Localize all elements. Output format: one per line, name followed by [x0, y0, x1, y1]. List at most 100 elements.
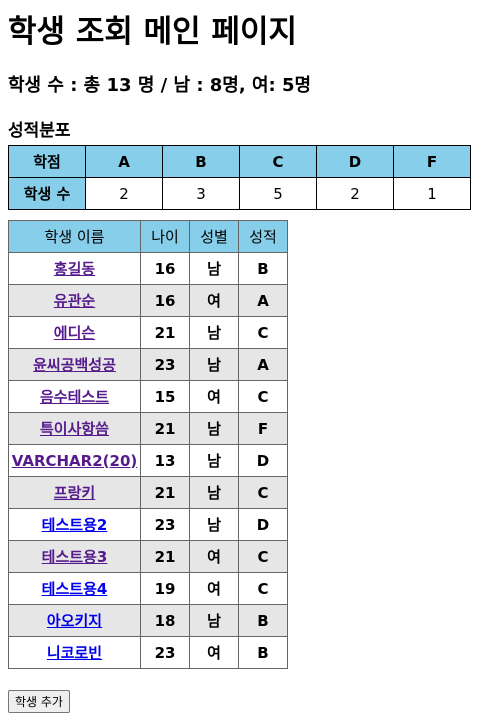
- student-name-cell: 테스트용2: [8, 508, 141, 541]
- page-title: 학생 조회 메인 페이지: [8, 14, 298, 50]
- student-table-body: 홍길동 16 남 B 유관순 16 여 A 에디슨 21 남 C 윤씨공백성공 23 남 A 음수테스트 15 여 C…: [8, 252, 288, 669]
- student-gender-cell: 여: [189, 636, 239, 669]
- student-gender-cell: 여: [189, 572, 239, 605]
- grade-header-row: 학점 A B C D F: [8, 145, 471, 178]
- student-gender-cell: 남: [189, 252, 239, 285]
- student-gender-cell: 남: [189, 444, 239, 477]
- student-name-cell: 윤씨공백성공: [8, 348, 141, 381]
- student-gender-cell: 남: [189, 476, 239, 509]
- student-gender-cell: 남: [189, 412, 239, 445]
- student-name-link[interactable]: 윤씨공백성공: [33, 356, 116, 374]
- student-grade-cell: A: [238, 348, 288, 381]
- grade-count-b: 3: [162, 177, 240, 210]
- student-age-cell: 18: [140, 604, 190, 637]
- student-grade-cell: C: [238, 572, 288, 605]
- table-row: 유관순 16 여 A: [8, 284, 288, 317]
- grade-distribution-title: 성적분포: [8, 121, 71, 141]
- student-name-cell: 음수테스트: [8, 380, 141, 413]
- student-name-cell: 아오키지: [8, 604, 141, 637]
- student-name-cell: 니코로빈: [8, 636, 141, 669]
- student-name-link[interactable]: 테스트용2: [41, 516, 108, 534]
- grade-count-label: 학생 수: [8, 177, 86, 210]
- student-name-link[interactable]: 유관순: [53, 292, 96, 310]
- grade-header-b: B: [162, 145, 240, 178]
- student-age-cell: 16: [140, 252, 190, 285]
- student-name-link[interactable]: 테스트용4: [41, 580, 108, 598]
- student-name-link[interactable]: 프랑키: [53, 484, 96, 502]
- table-row: 프랑키 21 남 C: [8, 476, 288, 509]
- table-row: 니코로빈 23 여 B: [8, 636, 288, 669]
- student-age-cell: 21: [140, 540, 190, 573]
- grade-header-f: F: [393, 145, 471, 178]
- student-gender-cell: 남: [189, 348, 239, 381]
- grade-count-c: 5: [239, 177, 317, 210]
- student-name-link[interactable]: 니코로빈: [46, 644, 103, 662]
- student-name-cell: 프랑키: [8, 476, 141, 509]
- student-grade-cell: C: [238, 476, 288, 509]
- student-grade-cell: B: [238, 604, 288, 637]
- grade-header-label: 학점: [8, 145, 86, 178]
- table-row: 아오키지 18 남 B: [8, 604, 288, 637]
- student-name-link[interactable]: 홍길동: [53, 260, 96, 278]
- student-gender-cell: 남: [189, 508, 239, 541]
- student-name-cell: 에디슨: [8, 316, 141, 349]
- grade-count-f: 1: [393, 177, 471, 210]
- student-name-link[interactable]: 에디슨: [53, 324, 96, 342]
- grade-header-c: C: [239, 145, 317, 178]
- student-gender-cell: 여: [189, 380, 239, 413]
- student-grade-cell: A: [238, 284, 288, 317]
- student-name-link[interactable]: 음수테스트: [39, 388, 109, 406]
- grade-count-a: 2: [85, 177, 163, 210]
- student-name-link[interactable]: 특이사항씀: [39, 420, 109, 438]
- student-name-link[interactable]: VARCHAR2(20): [11, 451, 138, 470]
- student-age-cell: 16: [140, 284, 190, 317]
- student-table: 학생 이름 나이 성별 성적 홍길동 16 남 B 유관순 16 여 A 에디슨 21 남 C 윤씨공백…: [8, 220, 288, 669]
- table-row: 홍길동 16 남 B: [8, 252, 288, 285]
- student-grade-cell: C: [238, 540, 288, 573]
- table-row: 에디슨 21 남 C: [8, 316, 288, 349]
- table-row: 테스트용2 23 남 D: [8, 508, 288, 541]
- grade-header-a: A: [85, 145, 163, 178]
- student-grade-cell: D: [238, 508, 288, 541]
- student-name-link[interactable]: 아오키지: [46, 612, 103, 630]
- student-name-cell: 특이사항씀: [8, 412, 141, 445]
- student-age-cell: 21: [140, 412, 190, 445]
- student-name-link[interactable]: 테스트용3: [41, 548, 108, 566]
- student-name-cell: 홍길동: [8, 252, 141, 285]
- student-age-cell: 13: [140, 444, 190, 477]
- table-row: 테스트용3 21 여 C: [8, 540, 288, 573]
- column-header-age: 나이: [140, 220, 190, 253]
- grade-distribution-table: 학점 A B C D F 학생 수 2 3 5 2 1: [8, 145, 471, 210]
- student-age-cell: 21: [140, 476, 190, 509]
- student-age-cell: 21: [140, 316, 190, 349]
- student-gender-cell: 남: [189, 316, 239, 349]
- table-row: VARCHAR2(20) 13 남 D: [8, 444, 288, 477]
- table-row: 음수테스트 15 여 C: [8, 380, 288, 413]
- student-count-summary: 학생 수 : 총 13 명 / 남 : 8명, 여: 5명: [8, 75, 312, 96]
- student-grade-cell: D: [238, 444, 288, 477]
- grade-header-d: D: [316, 145, 394, 178]
- grade-count-row: 학생 수 2 3 5 2 1: [8, 177, 471, 210]
- student-table-header: 학생 이름 나이 성별 성적: [8, 220, 288, 253]
- student-gender-cell: 여: [189, 540, 239, 573]
- student-name-cell: 테스트용4: [8, 572, 141, 605]
- column-header-grade: 성적: [238, 220, 288, 253]
- grade-count-d: 2: [316, 177, 394, 210]
- add-student-button[interactable]: 학생 추가: [8, 690, 70, 713]
- student-age-cell: 19: [140, 572, 190, 605]
- student-age-cell: 23: [140, 348, 190, 381]
- student-gender-cell: 남: [189, 604, 239, 637]
- column-header-gender: 성별: [189, 220, 239, 253]
- table-row: 윤씨공백성공 23 남 A: [8, 348, 288, 381]
- student-grade-cell: C: [238, 316, 288, 349]
- student-name-cell: 테스트용3: [8, 540, 141, 573]
- student-age-cell: 15: [140, 380, 190, 413]
- table-row: 특이사항씀 21 남 F: [8, 412, 288, 445]
- student-name-cell: 유관순: [8, 284, 141, 317]
- student-name-cell: VARCHAR2(20): [8, 444, 141, 477]
- student-grade-cell: C: [238, 380, 288, 413]
- student-gender-cell: 여: [189, 284, 239, 317]
- student-grade-cell: B: [238, 636, 288, 669]
- column-header-name: 학생 이름: [8, 220, 141, 253]
- table-row: 테스트용4 19 여 C: [8, 572, 288, 605]
